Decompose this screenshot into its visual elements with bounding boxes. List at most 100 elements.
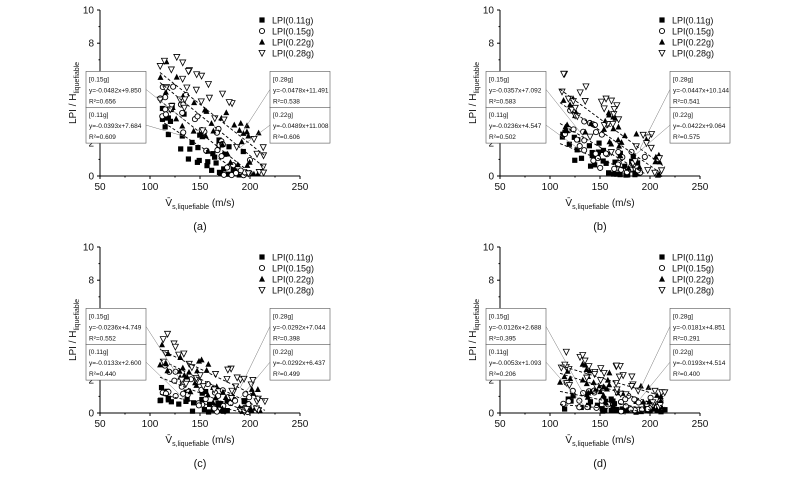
equation-box-label: [0.11g]	[489, 349, 509, 356]
y-axis-label: LPI / Hliquefiable	[68, 62, 81, 124]
x-tick-label: 50	[494, 419, 506, 430]
equation-box-r2: R²=0.502	[489, 134, 516, 141]
data-point	[589, 153, 595, 159]
legend-marker	[658, 264, 666, 272]
data-point	[218, 90, 227, 98]
data-point	[197, 98, 205, 106]
data-point	[190, 400, 197, 406]
data-point	[212, 394, 219, 401]
data-point	[194, 367, 201, 374]
data-point	[193, 71, 201, 79]
data-point	[579, 352, 587, 360]
data-point	[194, 159, 200, 165]
data-point	[657, 167, 666, 175]
panel-label: (d)	[593, 458, 606, 470]
data-point	[597, 388, 604, 395]
data-point	[254, 386, 261, 392]
data-point	[224, 398, 230, 404]
equation-box-label: [0.11g]	[89, 112, 109, 119]
data-point	[583, 374, 591, 382]
data-point	[205, 94, 214, 102]
data-point	[587, 399, 594, 405]
data-point	[178, 146, 184, 152]
data-point	[157, 361, 164, 368]
data-point	[162, 111, 169, 118]
equation-box-formula: y=-0.0489x+11.008	[273, 123, 329, 130]
data-point	[222, 394, 229, 401]
data-point	[600, 147, 607, 154]
data-point	[179, 133, 185, 139]
data-point	[613, 386, 621, 394]
y-tick-label: 8	[88, 276, 94, 287]
equation-box-frame	[269, 71, 331, 108]
data-point	[176, 367, 183, 374]
data-point	[178, 75, 187, 83]
data-point	[569, 387, 576, 394]
data-point	[585, 363, 593, 371]
equation-box-r2: R²=0.606	[273, 134, 300, 141]
data-point	[606, 369, 613, 376]
legend-label: LPI(0.28g)	[672, 286, 714, 296]
data-point	[576, 404, 583, 411]
data-point	[608, 140, 615, 147]
x-axis-label-symbol: V̄	[565, 433, 572, 446]
data-point	[582, 83, 590, 91]
data-point	[560, 70, 568, 78]
data-point	[168, 399, 174, 405]
equation-box: [0.11g] y=-0.0133x+2.600 R²=0.440	[85, 343, 186, 400]
data-point	[202, 132, 209, 139]
data-point	[571, 104, 579, 112]
x-tick-label: 250	[692, 419, 709, 430]
legend-label: LPI(0.15g)	[272, 27, 314, 37]
data-point	[642, 140, 651, 148]
data-point	[590, 371, 599, 379]
data-point	[253, 150, 261, 158]
equation-box-formula: y=-0.0053x+1.093	[489, 360, 542, 367]
data-point	[179, 109, 186, 116]
equation-box-frame	[85, 308, 147, 345]
data-point	[628, 383, 636, 391]
y-tick-label: 2	[88, 375, 94, 386]
data-point	[574, 147, 580, 153]
fit-line	[559, 88, 666, 168]
equation-box-r2: R²=0.400	[673, 371, 700, 378]
data-point	[205, 159, 211, 165]
legend-label: LPI(0.22g)	[272, 38, 314, 48]
data-point	[187, 388, 194, 395]
equation-box: [0.15g] y=-0.0357x+7.092 R²=0.583	[485, 71, 586, 139]
chart-panel-c: 024681050100150200250LPI / HliquefiableV…	[68, 243, 331, 470]
data-point	[210, 127, 217, 134]
data-point	[651, 169, 659, 177]
equation-box-formula: y=-0.0292x+7.044	[273, 324, 326, 331]
data-point	[615, 123, 622, 130]
x-tick-label: 100	[142, 182, 159, 193]
data-point	[562, 127, 569, 133]
fit-line	[559, 143, 641, 176]
data-point	[159, 341, 166, 348]
data-point	[240, 148, 246, 155]
data-point	[216, 169, 223, 175]
data-point	[214, 147, 221, 154]
equation-box-r2: R²=0.609	[89, 134, 116, 141]
data-point	[637, 382, 644, 389]
equation-box-frame	[85, 106, 147, 144]
data-point	[231, 121, 238, 128]
data-point	[259, 152, 268, 160]
data-point	[156, 96, 164, 104]
data-point	[569, 98, 577, 106]
data-point	[162, 85, 170, 93]
data-point	[201, 407, 208, 413]
equation-box-r2: R²=0.575	[673, 134, 700, 141]
data-point	[625, 164, 632, 171]
data-point	[606, 170, 612, 176]
y-tick-label: 10	[83, 243, 95, 254]
data-point	[581, 357, 589, 365]
data-point	[232, 169, 240, 177]
data-point	[611, 401, 618, 407]
data-point	[184, 373, 191, 380]
data-point	[630, 153, 636, 159]
x-tick-label: 150	[592, 419, 609, 430]
equation-box-r2: R²=0.538	[273, 98, 300, 105]
equation-box: [0.22g] y=-0.0292x+6.437 R²=0.499	[239, 343, 331, 399]
